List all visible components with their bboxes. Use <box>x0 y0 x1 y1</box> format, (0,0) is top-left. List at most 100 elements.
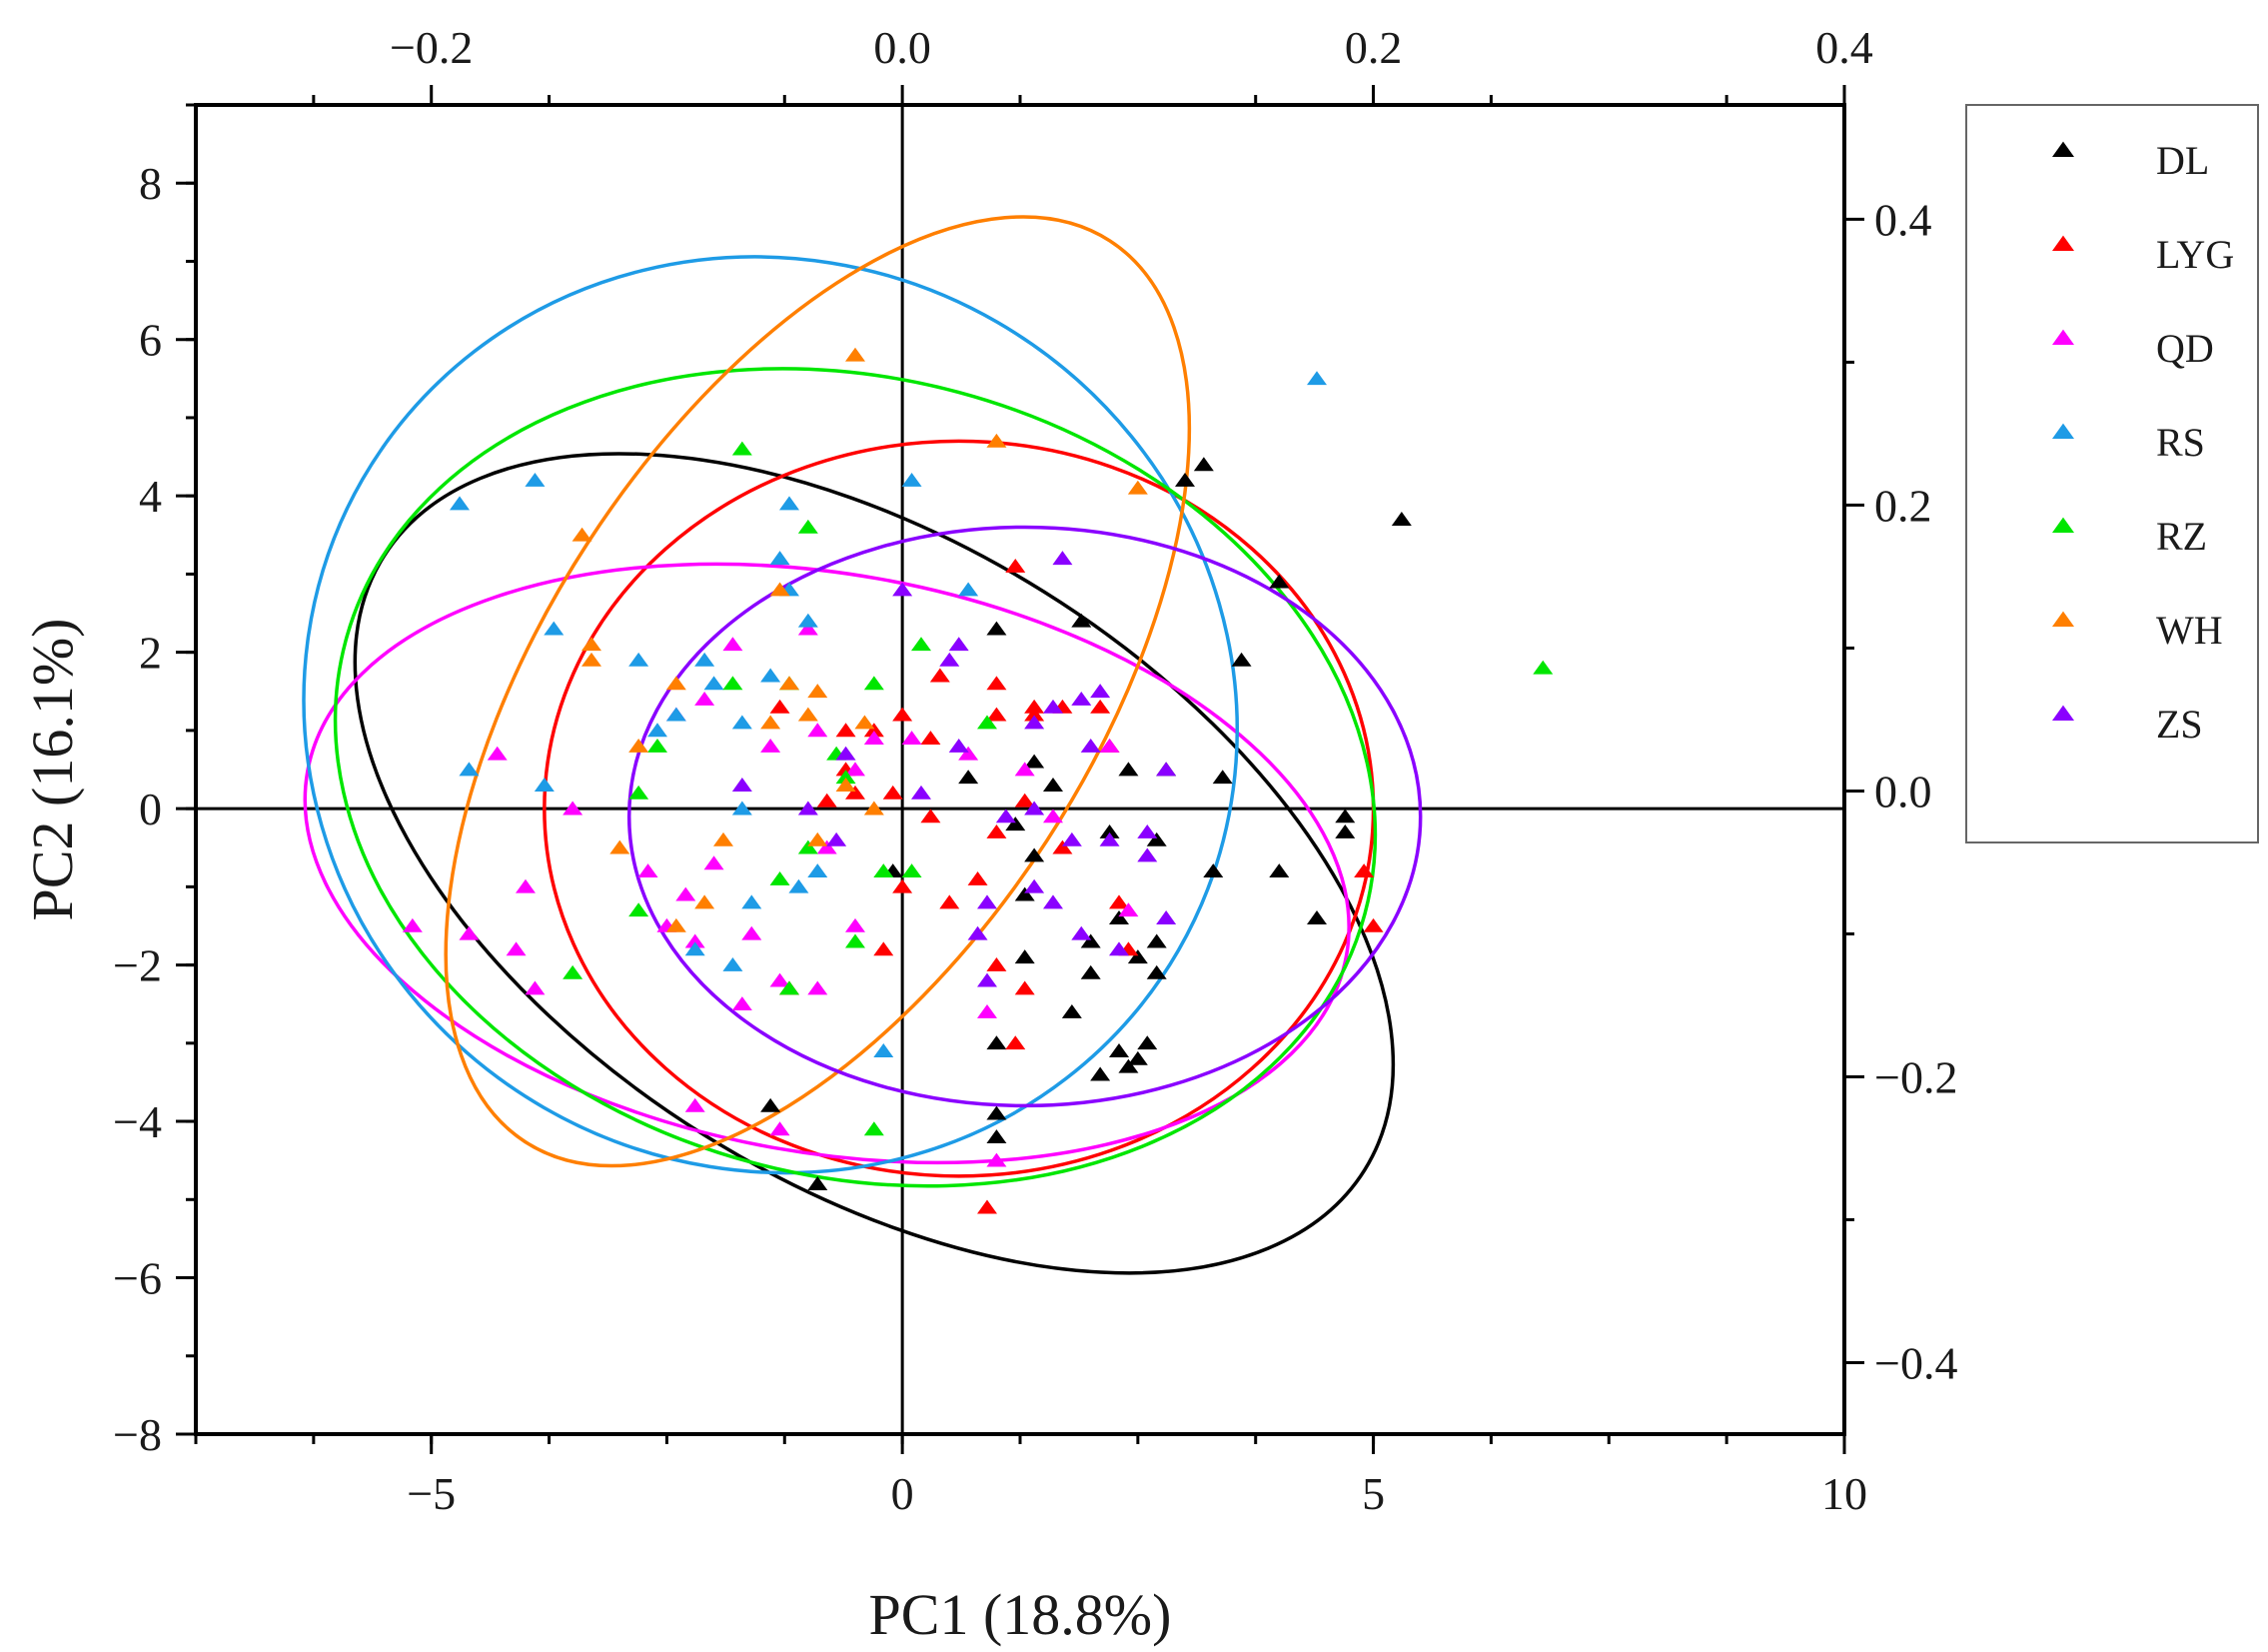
point-rz <box>731 441 752 456</box>
point-lyg <box>986 956 1007 971</box>
point-wh <box>609 839 630 854</box>
point-lyg <box>920 731 941 746</box>
point-zs <box>1156 762 1177 777</box>
point-zs <box>948 637 969 652</box>
top-tick-label: 0.2 <box>1345 22 1403 73</box>
point-qd <box>901 731 922 746</box>
point-dl <box>1146 933 1167 948</box>
point-dl <box>1118 1058 1139 1073</box>
legend-label-wh: WH <box>2156 608 2223 653</box>
point-rz <box>628 902 649 917</box>
point-qd <box>731 996 752 1011</box>
point-rs <box>694 652 715 667</box>
point-rz <box>797 519 818 534</box>
point-zs <box>1137 824 1158 838</box>
legend-marker-zs <box>2052 705 2074 721</box>
point-rs <box>684 941 705 956</box>
point-rs <box>731 715 752 730</box>
point-dl <box>1061 1003 1082 1018</box>
point-lyg <box>1005 1035 1026 1050</box>
point-zs <box>911 785 931 800</box>
point-dl <box>1307 910 1327 924</box>
point-qd <box>807 723 828 738</box>
point-lyg <box>1005 558 1026 573</box>
ellipse-qd <box>303 562 1351 1165</box>
point-qd <box>525 980 546 995</box>
point-zs <box>1090 684 1111 699</box>
right-tick-label: −0.2 <box>1874 1051 1957 1102</box>
point-wh <box>797 707 818 722</box>
point-dl <box>1127 949 1148 964</box>
point-dl <box>1269 863 1290 878</box>
point-dl <box>1071 613 1092 628</box>
ellipse-wh <box>444 215 1192 1168</box>
point-wh <box>986 433 1007 448</box>
y-tick-label: −8 <box>113 1409 162 1460</box>
point-wh <box>581 652 601 667</box>
point-qd <box>563 801 583 816</box>
point-qd <box>1043 809 1063 824</box>
point-dl <box>1109 1043 1129 1057</box>
point-lyg <box>939 894 960 909</box>
point-wh <box>628 738 649 753</box>
point-wh <box>694 894 715 909</box>
point-zs <box>977 894 997 909</box>
y-tick-label: 2 <box>139 628 162 679</box>
point-wh <box>713 831 733 846</box>
axes: −5 0 5 10 −8 −6 −4 −2 0 2 4 6 8 −0.2 0.0 0.2 0.4 0.4 0.2 0.… <box>113 22 1957 1519</box>
point-qd <box>845 917 865 932</box>
point-rz <box>769 870 790 885</box>
point-qd <box>703 855 724 870</box>
point-qd <box>1099 738 1120 753</box>
y-tick-label: 8 <box>139 158 162 209</box>
point-rs <box>741 894 762 909</box>
legend-marker-qd <box>2052 329 2074 345</box>
point-rs <box>544 621 565 636</box>
point-zs <box>1043 699 1063 714</box>
plot-area <box>196 105 1844 1434</box>
point-rz <box>863 676 884 691</box>
point-wh <box>665 676 686 691</box>
point-lyg <box>816 793 837 808</box>
point-dl <box>1080 933 1101 948</box>
point-zs <box>1024 878 1045 893</box>
point-dl <box>1391 512 1412 526</box>
point-rs <box>788 878 809 893</box>
point-zs <box>1024 715 1045 730</box>
point-zs <box>1024 801 1045 816</box>
point-qd <box>516 878 536 893</box>
point-lyg <box>1052 839 1073 854</box>
point-qd <box>986 1152 1007 1167</box>
point-qd <box>769 972 790 987</box>
point-dl <box>760 1097 781 1112</box>
point-zs <box>1043 894 1063 909</box>
x-tick-label: 10 <box>1821 1468 1867 1519</box>
point-qd <box>807 980 828 995</box>
point-qd <box>637 863 658 878</box>
point-lyg <box>1014 980 1035 995</box>
point-wh <box>769 582 790 597</box>
point-wh <box>571 527 592 542</box>
point-qd <box>769 1121 790 1136</box>
point-rz <box>835 770 856 785</box>
point-lyg <box>967 870 988 885</box>
point-lyg <box>769 699 790 714</box>
point-rs <box>769 551 790 566</box>
point-rs <box>779 496 799 511</box>
point-zs <box>1061 831 1082 846</box>
point-rz <box>873 863 894 878</box>
point-dl <box>986 1035 1007 1050</box>
point-dl <box>1146 831 1167 846</box>
point-lyg <box>1354 863 1375 878</box>
point-zs <box>1052 551 1073 566</box>
ellipse-rs <box>302 255 1239 1175</box>
x-tick-label: −5 <box>407 1468 456 1519</box>
point-dl <box>1043 778 1063 792</box>
point-qd <box>402 917 423 932</box>
point-zs <box>1071 925 1092 940</box>
point-rs <box>873 1043 894 1057</box>
point-dl <box>1005 817 1026 831</box>
point-rz <box>563 964 583 979</box>
point-rs <box>958 582 979 597</box>
